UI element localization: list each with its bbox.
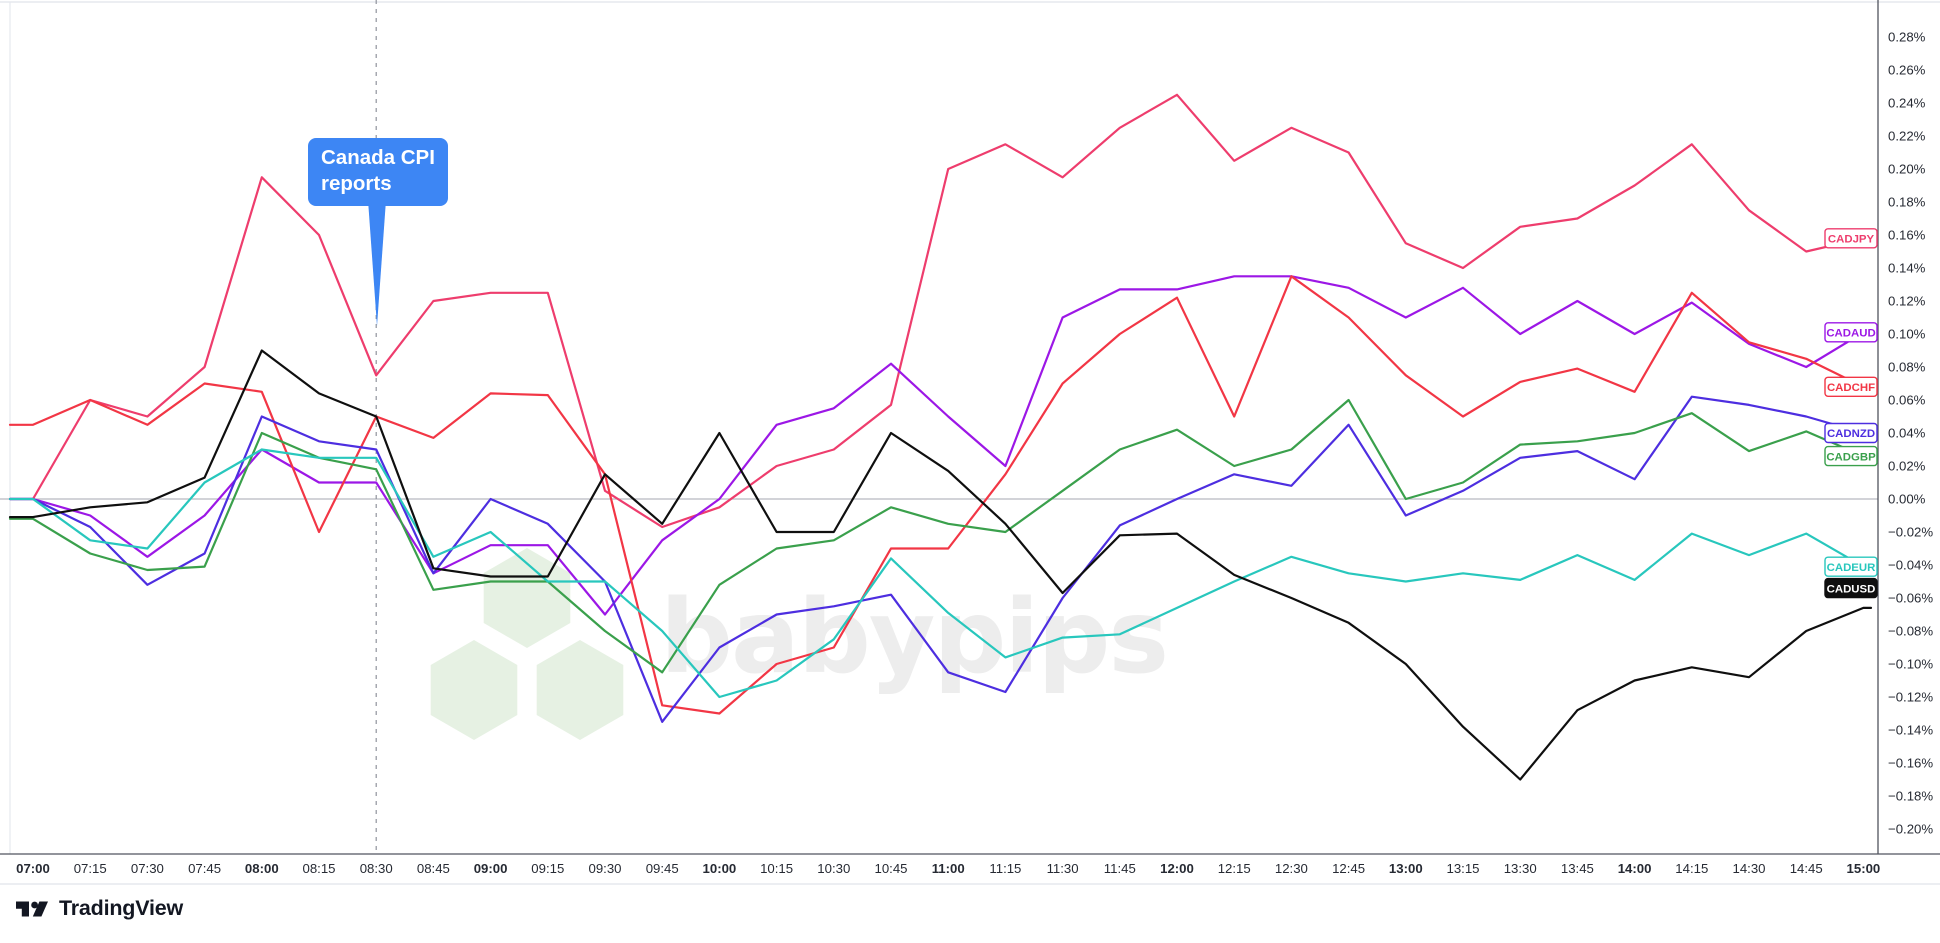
y-tick-label: −0.16%	[1888, 756, 1933, 771]
price-badge-label-CADNZD: CADNZD	[1827, 428, 1875, 440]
x-tick-label: 12:45	[1332, 861, 1365, 876]
x-tick-label: 09:45	[646, 861, 679, 876]
x-tick-label: 08:45	[417, 861, 450, 876]
series-line-CADUSD	[8, 349, 1873, 781]
x-tick-label: 07:30	[131, 861, 164, 876]
x-tick-label: 08:00	[245, 861, 279, 876]
x-tick-label: 10:15	[760, 861, 793, 876]
x-tick-label: 11:30	[1047, 861, 1079, 876]
x-tick-label: 11:00	[932, 861, 965, 876]
x-tick-label: 08:30	[360, 861, 393, 876]
event-callout-tail	[368, 200, 386, 326]
y-tick-label: −0.14%	[1888, 723, 1933, 738]
x-tick-label: 13:30	[1504, 861, 1537, 876]
y-tick-label: −0.18%	[1888, 789, 1933, 804]
x-tick-label: 10:45	[874, 861, 907, 876]
x-tick-label: 11:45	[1104, 861, 1136, 876]
y-tick-label: 0.20%	[1888, 162, 1926, 177]
x-tick-label: 09:00	[474, 861, 508, 876]
y-tick-label: 0.18%	[1888, 195, 1926, 210]
y-tick-label: −0.10%	[1888, 657, 1933, 672]
price-badge-CADCHF	[1824, 376, 1878, 397]
event-callout[interactable]: Canada CPI reports	[308, 138, 448, 206]
x-tick-label: 13:15	[1446, 861, 1479, 876]
price-badge-label-CADJPY: CADJPY	[1828, 234, 1875, 246]
x-tick-label: 07:45	[188, 861, 221, 876]
x-tick-label: 15:00	[1847, 861, 1881, 876]
x-tick-label: 09:30	[588, 861, 621, 876]
y-tick-label: −0.04%	[1888, 558, 1933, 573]
x-tick-label: 13:00	[1389, 861, 1423, 876]
series-line-CADGBP	[8, 398, 1873, 674]
price-badge-CADNZD	[1824, 422, 1878, 444]
x-tick-label: 10:00	[703, 861, 737, 876]
y-tick-label: 0.04%	[1888, 426, 1926, 441]
price-badge-label-CADAUD: CADAUD	[1826, 328, 1875, 340]
x-tick-label: 08:15	[302, 861, 335, 876]
series-line-CADAUD	[8, 275, 1873, 616]
y-tick-label: 0.26%	[1888, 63, 1926, 78]
x-tick-label: 12:15	[1218, 861, 1251, 876]
series-line-CADEUR	[8, 448, 1873, 699]
y-tick-label: −0.20%	[1888, 822, 1933, 837]
price-badge-CADAUD	[1824, 322, 1878, 343]
y-tick-label: 0.02%	[1888, 459, 1926, 474]
price-badge-label-CADUSD: CADUSD	[1827, 583, 1876, 595]
x-tick-label: 09:15	[531, 861, 564, 876]
y-tick-label: 0.24%	[1888, 96, 1926, 111]
watermark-text: babypips	[660, 578, 1169, 697]
x-tick-label: 14:15	[1675, 861, 1708, 876]
callout-line2: reports	[321, 172, 392, 195]
price-badge-CADGBP	[1824, 445, 1878, 467]
y-tick-label: 0.00%	[1888, 492, 1926, 507]
callout-line1: Canada CPI	[321, 146, 435, 169]
x-tick-label: 14:45	[1790, 861, 1823, 876]
x-tick-label: 13:45	[1561, 861, 1594, 876]
y-tick-label: 0.16%	[1888, 228, 1926, 243]
x-tick-label: 12:30	[1275, 861, 1308, 876]
price-badge-label-CADCHF: CADCHF	[1827, 382, 1875, 394]
y-tick-label: −0.02%	[1888, 525, 1933, 540]
price-badge-label-CADGBP: CADGBP	[1826, 451, 1876, 463]
price-badge-CADJPY	[1824, 228, 1878, 249]
y-tick-label: 0.22%	[1888, 129, 1926, 144]
price-badge-CADEUR	[1824, 556, 1878, 577]
y-tick-label: 0.28%	[1888, 30, 1926, 45]
x-tick-label: 14:00	[1618, 861, 1652, 876]
tradingview-logo-text: TradingView	[59, 896, 184, 920]
tradingview-mark-icon	[16, 901, 48, 916]
x-tick-label: 11:15	[989, 861, 1021, 876]
y-tick-label: −0.12%	[1888, 690, 1933, 705]
price-badge-label-CADEUR: CADEUR	[1827, 562, 1876, 574]
x-tick-label: 10:30	[817, 861, 850, 876]
y-tick-label: −0.06%	[1888, 591, 1933, 606]
y-tick-label: 0.14%	[1888, 261, 1926, 276]
series-line-CADNZD	[8, 395, 1873, 723]
series-line-CADJPY	[8, 93, 1873, 529]
y-tick-label: 0.10%	[1888, 327, 1926, 342]
y-tick-label: 0.08%	[1888, 360, 1926, 375]
y-tick-label: 0.12%	[1888, 294, 1926, 309]
x-tick-label: 14:30	[1732, 861, 1765, 876]
tradingview-logo[interactable]: TradingView	[14, 896, 183, 921]
x-tick-label: 12:00	[1160, 861, 1194, 876]
x-tick-label: 07:15	[74, 861, 107, 876]
y-tick-label: −0.08%	[1888, 624, 1933, 639]
y-tick-label: 0.06%	[1888, 393, 1926, 408]
x-tick-label: 07:00	[16, 861, 50, 876]
series-line-CADCHF	[8, 275, 1873, 715]
price-badge-CADUSD	[1824, 577, 1878, 599]
